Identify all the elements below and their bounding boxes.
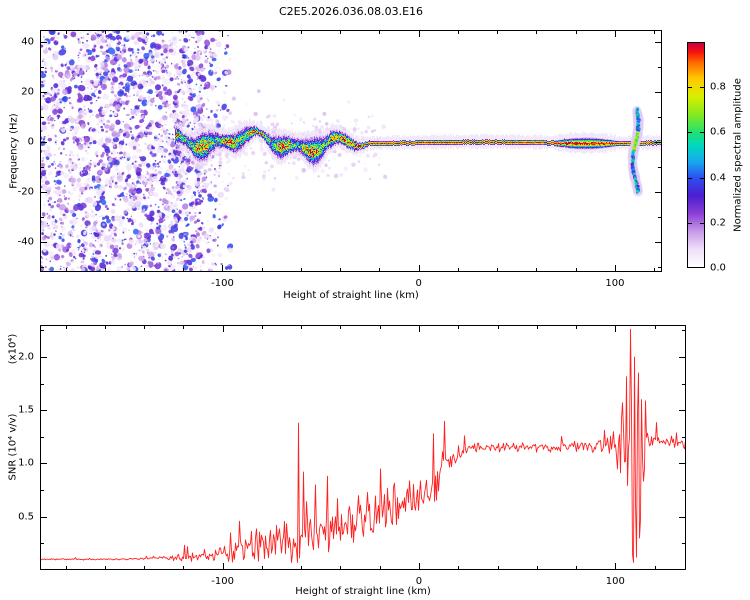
- snr-y-tick-label: 1.0: [18, 457, 34, 469]
- colorbar-tick-label: 0.8: [710, 81, 726, 93]
- spectrogram-ylabel: Frequency (Hz): [8, 113, 20, 189]
- figure-title: C2E5.2026.036.08.03.E16: [278, 5, 424, 18]
- spectrogram-x-tick-label: -100: [211, 278, 234, 289]
- colorbar-label: Normalized spectral amplitude: [732, 78, 744, 232]
- snr-ylabel: SNR (10⁴ v/v): [7, 413, 19, 481]
- snr-x-tick-label: -100: [211, 576, 234, 587]
- spectrogram-y-tick-label: 40: [21, 36, 34, 48]
- spectrogram-canvas: [40, 30, 662, 272]
- snr-xlabel: Height of straight line (km): [295, 586, 431, 597]
- snr-scale-note: (x10⁴): [7, 333, 19, 365]
- snr-y-tick-label: 0.5: [18, 511, 34, 523]
- colorbar-tick-label: 0.2: [710, 217, 726, 229]
- spectrogram-y-tick-label: 20: [21, 86, 34, 98]
- colorbar-tick-label: 0.0: [710, 262, 726, 274]
- colorbar-tick-label: 0.4: [710, 172, 726, 184]
- snr-y-tick-label: 2.0: [18, 351, 34, 363]
- snr-y-tick-label: 1.5: [18, 404, 34, 416]
- spectrogram-y-tick-label: -40: [17, 236, 34, 248]
- spectrogram-x-tick-label: 100: [605, 278, 625, 289]
- colorbar-tick-label: 0.6: [710, 126, 726, 138]
- colorbar-canvas: [687, 42, 705, 268]
- spectrogram-y-tick-label: -20: [17, 186, 34, 198]
- spectrogram-y-tick-label: 0: [27, 136, 34, 148]
- snr-x-tick-label: 100: [605, 576, 625, 587]
- snr-canvas: [40, 325, 686, 570]
- spectrogram-xlabel: Height of straight line (km): [283, 290, 419, 301]
- snr-x-tick-label: 0: [415, 576, 423, 587]
- spectrogram-x-tick-label: 0: [415, 278, 422, 289]
